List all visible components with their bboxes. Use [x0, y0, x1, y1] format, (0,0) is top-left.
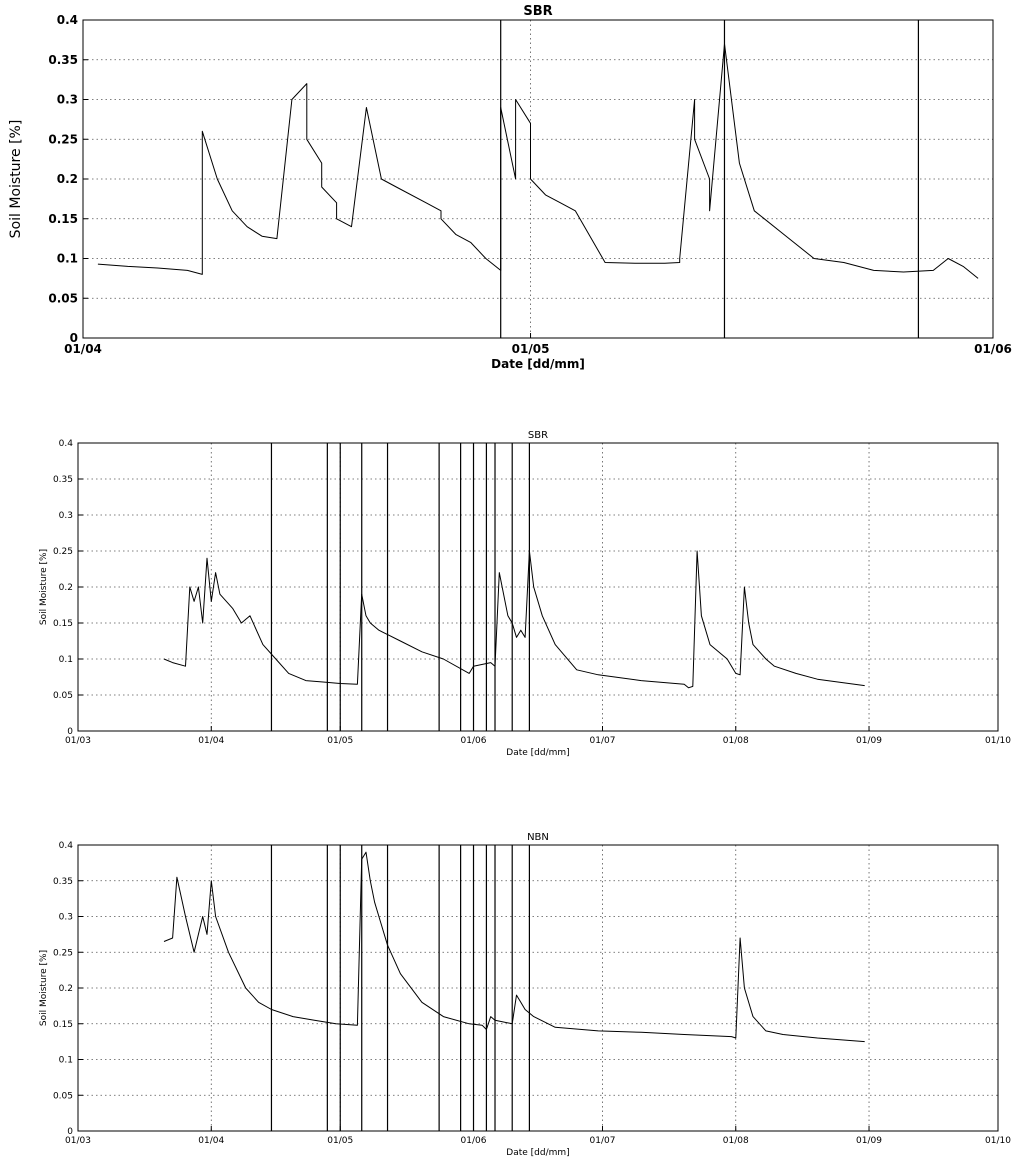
x-tick-label: 01/10	[985, 736, 1011, 746]
x-tick-label: 01/07	[590, 736, 616, 746]
y-tick-label: 0.4	[59, 439, 74, 449]
x-tick-label: 01/07	[590, 1136, 616, 1146]
y-tick-label: 0.2	[59, 583, 73, 593]
y-tick-label: 0.35	[53, 475, 73, 485]
x-tick-label: 01/03	[65, 1136, 91, 1146]
y-tick-label: 0.4	[59, 841, 74, 851]
y-tick-label: 0.05	[53, 691, 73, 701]
y-tick-label: 0.1	[57, 252, 78, 266]
x-axis-label: Date [dd/mm]	[506, 1148, 569, 1158]
x-tick-label: 01/06	[974, 342, 1012, 356]
y-tick-label: 0.35	[53, 877, 73, 887]
x-tick-label: 01/10	[985, 1136, 1011, 1146]
x-tick-label: 01/04	[64, 342, 102, 356]
y-tick-label: 0.1	[59, 655, 73, 665]
y-tick-label: 0.3	[57, 93, 78, 107]
y-tick-label: 0.25	[53, 948, 73, 958]
x-tick-label: 01/06	[461, 1136, 487, 1146]
y-tick-label: 0	[67, 1127, 73, 1137]
chart-title: NBN	[527, 832, 549, 843]
x-tick-label: 01/05	[327, 736, 353, 746]
x-tick-label: 01/04	[198, 1136, 224, 1146]
y-tick-label: 0.2	[57, 172, 78, 186]
x-axis-label: Date [dd/mm]	[506, 748, 569, 758]
chart-title: SBR	[523, 4, 552, 19]
x-tick-label: 01/08	[723, 1136, 749, 1146]
y-tick-label: 0.05	[48, 291, 78, 305]
y-tick-label: 0.25	[53, 547, 73, 557]
soil-moisture-series-line	[97, 43, 979, 279]
x-axis-label: Date [dd/mm]	[491, 357, 585, 371]
y-tick-label: 0.15	[53, 619, 73, 629]
x-tick-label: 01/03	[65, 736, 91, 746]
y-tick-label: 0.4	[57, 13, 78, 27]
y-tick-label: 0.05	[53, 1091, 73, 1101]
y-tick-label: 0.2	[59, 984, 73, 994]
chart-panel-1: 0 0.05 0.1 0.15 0.2 0.25 0.3 0.35 0.4 01/04 01/05 0…	[8, 4, 1012, 371]
x-tick-label: 01/04	[198, 736, 224, 746]
chart-title: SBR	[528, 430, 548, 441]
soil-moisture-series-line	[163, 550, 865, 689]
y-axis-label: Soil Moisture [%]	[8, 120, 24, 239]
y-tick-label: 0.15	[48, 212, 78, 226]
y-tick-label: 0.1	[59, 1056, 73, 1066]
x-tick-label: 01/09	[856, 1136, 882, 1146]
y-tick-label: 0.3	[59, 511, 73, 521]
x-tick-label: 01/05	[512, 342, 550, 356]
y-tick-label: 0.3	[59, 913, 73, 923]
chart-panel-2: 0 0.05 0.1 0.15 0.2 0.25 0.3 0.35 0.4 01/03 01/04 0…	[39, 430, 1011, 758]
x-tick-label: 01/09	[856, 736, 882, 746]
y-tick-label: 0.15	[53, 1020, 73, 1030]
chart-panel-3: 0 0.05 0.1 0.15 0.2 0.25 0.3 0.35 0.4 01/03 01/04 0…	[39, 832, 1011, 1158]
soil-moisture-series-line	[163, 851, 865, 1043]
y-tick-label: 0	[67, 727, 73, 737]
y-tick-label: 0.25	[48, 132, 78, 146]
y-axis-label: Soil Moisture [%]	[39, 950, 49, 1026]
y-tick-label: 0	[70, 331, 78, 345]
x-tick-label: 01/06	[461, 736, 487, 746]
x-tick-label: 01/05	[327, 1136, 353, 1146]
y-axis-label: Soil Moisture [%]	[39, 549, 49, 625]
y-tick-label: 0.35	[48, 53, 78, 67]
x-tick-label: 01/08	[723, 736, 749, 746]
